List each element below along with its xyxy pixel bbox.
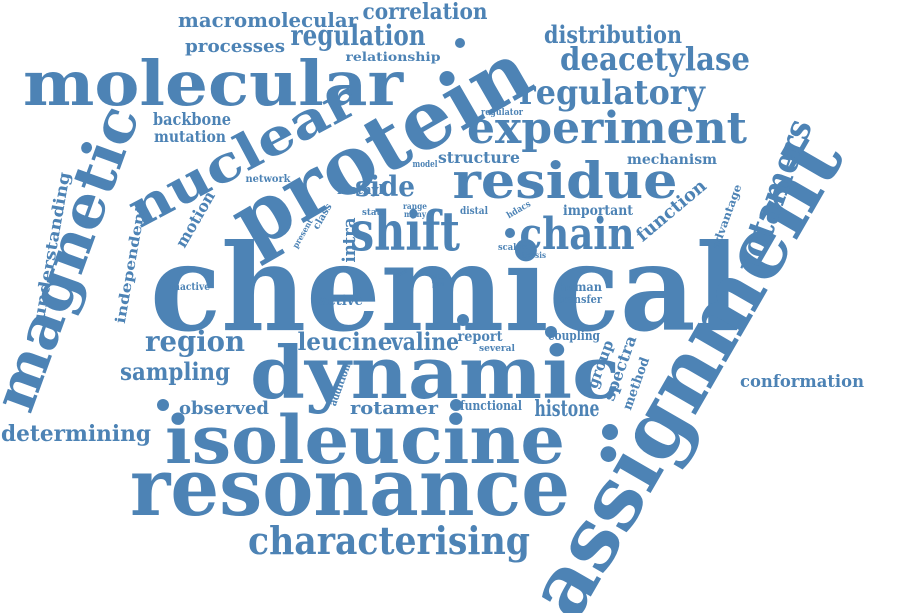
word-residue: residue	[453, 151, 678, 210]
word-macromolecular: macromolecular	[178, 8, 358, 32]
word-determining: determining	[1, 421, 151, 447]
word-distribution: distribution	[544, 20, 682, 49]
word-relationship: relationship	[346, 50, 441, 64]
dot-mark	[450, 399, 462, 411]
dot-mark	[455, 38, 465, 48]
word-resonance: resonance	[130, 440, 570, 534]
word-structure: structure	[438, 148, 520, 167]
word-valine: valine	[390, 327, 459, 356]
word-several: several	[479, 344, 516, 354]
word-deacetylase: deacetylase	[560, 40, 750, 78]
word-molecular: molecular	[23, 47, 404, 120]
word-state: state	[362, 208, 386, 218]
word-transfer: transfer	[558, 293, 602, 306]
word-experiment: experiment	[467, 103, 748, 154]
word-shift: shift	[350, 199, 460, 263]
dot-mark	[157, 399, 169, 411]
word-regulator: regulator	[481, 108, 523, 118]
word-functional: functional	[460, 399, 522, 414]
word-active: active	[319, 293, 363, 309]
word-mechanism: mechanism	[627, 152, 717, 168]
word-sampling: sampling	[120, 357, 230, 386]
word-chain: chain	[520, 209, 635, 260]
word-backbone: backbone	[153, 110, 231, 130]
word-network: network	[246, 174, 292, 185]
word-thesis: thesis	[522, 250, 546, 260]
dot-mark	[457, 314, 469, 326]
dot-mark	[602, 424, 618, 440]
word-processes: processes	[185, 36, 285, 57]
word-regulation: regulation	[291, 19, 426, 52]
word-range: range	[403, 201, 427, 211]
word-characterising: characterising	[248, 518, 530, 563]
word-chemical: chemical	[150, 218, 740, 359]
word-dynamic: dynamic	[250, 330, 620, 415]
word-inactive: inactive	[170, 282, 210, 293]
word-leucine: leucine	[298, 327, 393, 356]
word-conformation: conformation	[740, 372, 864, 392]
word-rotamer: rotamer	[350, 398, 439, 419]
dot-mark	[545, 326, 557, 338]
word-methyl: methyl	[337, 183, 383, 198]
word-region: region	[145, 325, 245, 358]
word-side: side	[355, 170, 415, 203]
word-model: model	[413, 160, 438, 170]
word-mutation: mutation	[154, 127, 226, 146]
word-observed: observed	[179, 398, 269, 419]
word-scalar: scalar	[498, 243, 526, 253]
word-correlation: correlation	[363, 0, 488, 25]
word-isoleucine: isoleucine	[165, 401, 565, 479]
word-regulatory: regulatory	[519, 73, 706, 113]
word-important: important	[563, 203, 633, 219]
word-report: report	[458, 329, 503, 345]
word-independent: independent	[113, 203, 150, 325]
word-part: part	[432, 281, 444, 288]
word-site: site	[431, 272, 446, 281]
word-histone: histone	[535, 396, 600, 422]
word-human: human	[558, 280, 602, 294]
dot-mark	[505, 228, 515, 238]
word-intra: intra	[339, 217, 360, 262]
word-distal: distal	[460, 206, 488, 217]
word-many: many	[404, 209, 426, 219]
word-coupling: coupling	[548, 329, 600, 344]
